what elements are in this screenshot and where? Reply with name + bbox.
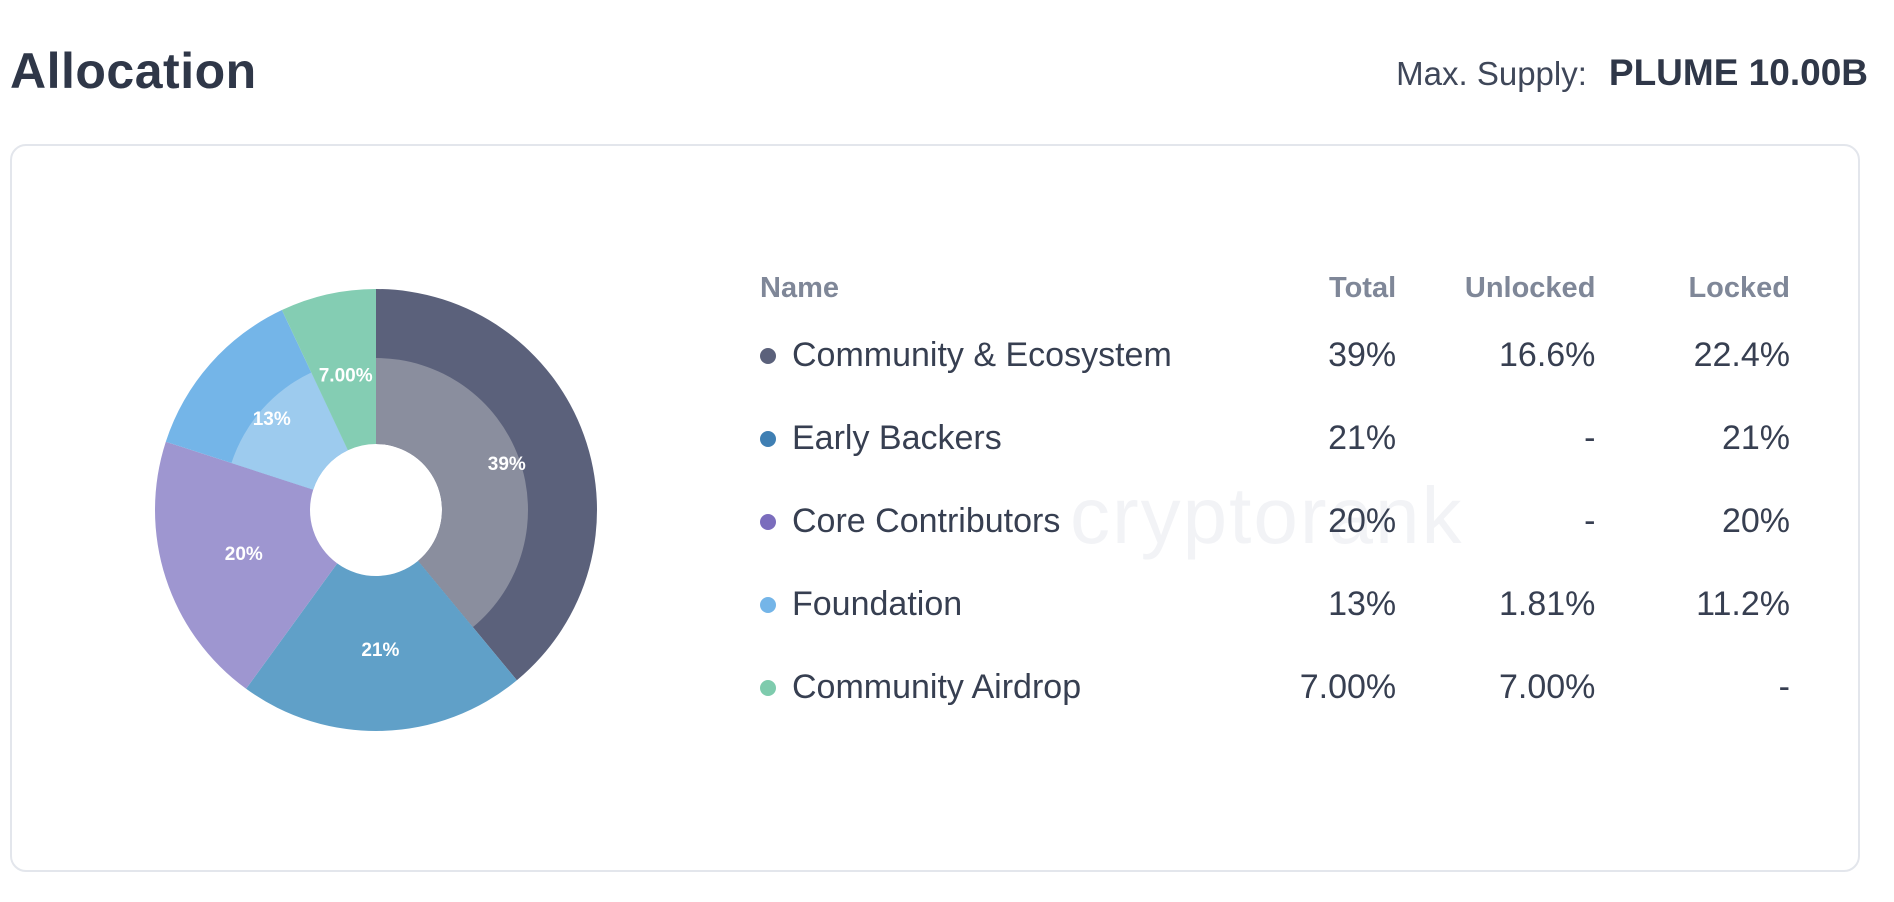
row-unlocked: 7.00% bbox=[1499, 668, 1596, 706]
pie-slice-label: 39% bbox=[488, 454, 526, 475]
row-name: Community Airdrop bbox=[792, 668, 1082, 706]
row-total: 39% bbox=[1328, 336, 1397, 374]
row-name: Core Contributors bbox=[792, 502, 1061, 540]
legend-dot bbox=[760, 513, 776, 530]
pie-slice[interactable] bbox=[246, 560, 517, 732]
legend-dot bbox=[760, 430, 776, 447]
pie-slice[interactable] bbox=[281, 289, 376, 451]
allocation-pie-chart: 39% 21% 20% 13% 7.00% bbox=[155, 289, 597, 732]
table-row[interactable]: Early Backers 21% - 21% bbox=[760, 397, 1790, 480]
allocation-card bbox=[10, 144, 1860, 872]
legend-dot bbox=[760, 347, 776, 364]
page-title: Allocation bbox=[10, 43, 257, 99]
pie-slice-label: 13% bbox=[253, 409, 291, 430]
row-locked: 21% bbox=[1721, 419, 1790, 457]
pie-slice-label: 20% bbox=[225, 544, 263, 565]
row-unlocked: 1.81% bbox=[1499, 585, 1596, 623]
pie-slice-label: 7.00% bbox=[319, 365, 373, 386]
row-name-cell: Community & Ecosystem bbox=[760, 336, 1200, 375]
row-name: Community & Ecosystem bbox=[792, 336, 1172, 374]
row-name-cell: Early Backers bbox=[760, 419, 1200, 458]
max-supply-value: PLUME 10.00B bbox=[1608, 52, 1868, 93]
pie-slice-inner bbox=[376, 358, 528, 628]
table-row[interactable]: Community Airdrop 7.00% 7.00% - bbox=[760, 646, 1790, 729]
row-locked: 22.4% bbox=[1693, 336, 1790, 374]
row-name-cell: Core Contributors bbox=[760, 502, 1200, 541]
row-unlocked: - bbox=[1584, 502, 1596, 540]
pie-slice[interactable] bbox=[155, 441, 338, 689]
row-locked: 20% bbox=[1721, 502, 1790, 540]
header-unlocked: Unlocked bbox=[1464, 271, 1596, 304]
row-unlocked: - bbox=[1584, 419, 1596, 457]
row-total: 21% bbox=[1328, 419, 1397, 457]
row-total: 20% bbox=[1328, 502, 1397, 540]
table-row[interactable]: Core Contributors 20% - 20% bbox=[760, 480, 1790, 563]
pie-slice-inner bbox=[231, 372, 348, 490]
row-name: Foundation bbox=[792, 585, 963, 623]
row-unlocked: 16.6% bbox=[1499, 336, 1596, 374]
pie-slice-label: 21% bbox=[361, 640, 399, 661]
legend-dot bbox=[760, 596, 776, 613]
legend-dot bbox=[760, 679, 776, 696]
header-locked: Locked bbox=[1688, 271, 1790, 304]
row-name-cell: Community Airdrop bbox=[760, 668, 1200, 707]
header-total: Total bbox=[1329, 271, 1397, 304]
watermark: cryptorank bbox=[1070, 471, 1464, 560]
row-locked: 11.2% bbox=[1696, 585, 1790, 623]
max-supply-label: Max. Supply: bbox=[1396, 55, 1587, 92]
table-header: Name Total Unlocked Locked bbox=[760, 262, 1790, 314]
row-name: Early Backers bbox=[792, 419, 1002, 457]
row-locked: - bbox=[1778, 668, 1790, 706]
max-supply: Max. Supply: PLUME 10.00B bbox=[1396, 52, 1868, 94]
row-name-cell: Foundation bbox=[760, 585, 1200, 624]
row-total: 13% bbox=[1328, 585, 1397, 623]
row-total: 7.00% bbox=[1299, 668, 1397, 706]
table-row[interactable]: Community & Ecosystem 39% 16.6% 22.4% bbox=[760, 314, 1790, 397]
table-row[interactable]: Foundation 13% 1.81% 11.2% bbox=[760, 563, 1790, 646]
header-name: Name bbox=[760, 271, 839, 304]
allocation-table: Name Total Unlocked Locked Community & E… bbox=[760, 262, 1790, 729]
